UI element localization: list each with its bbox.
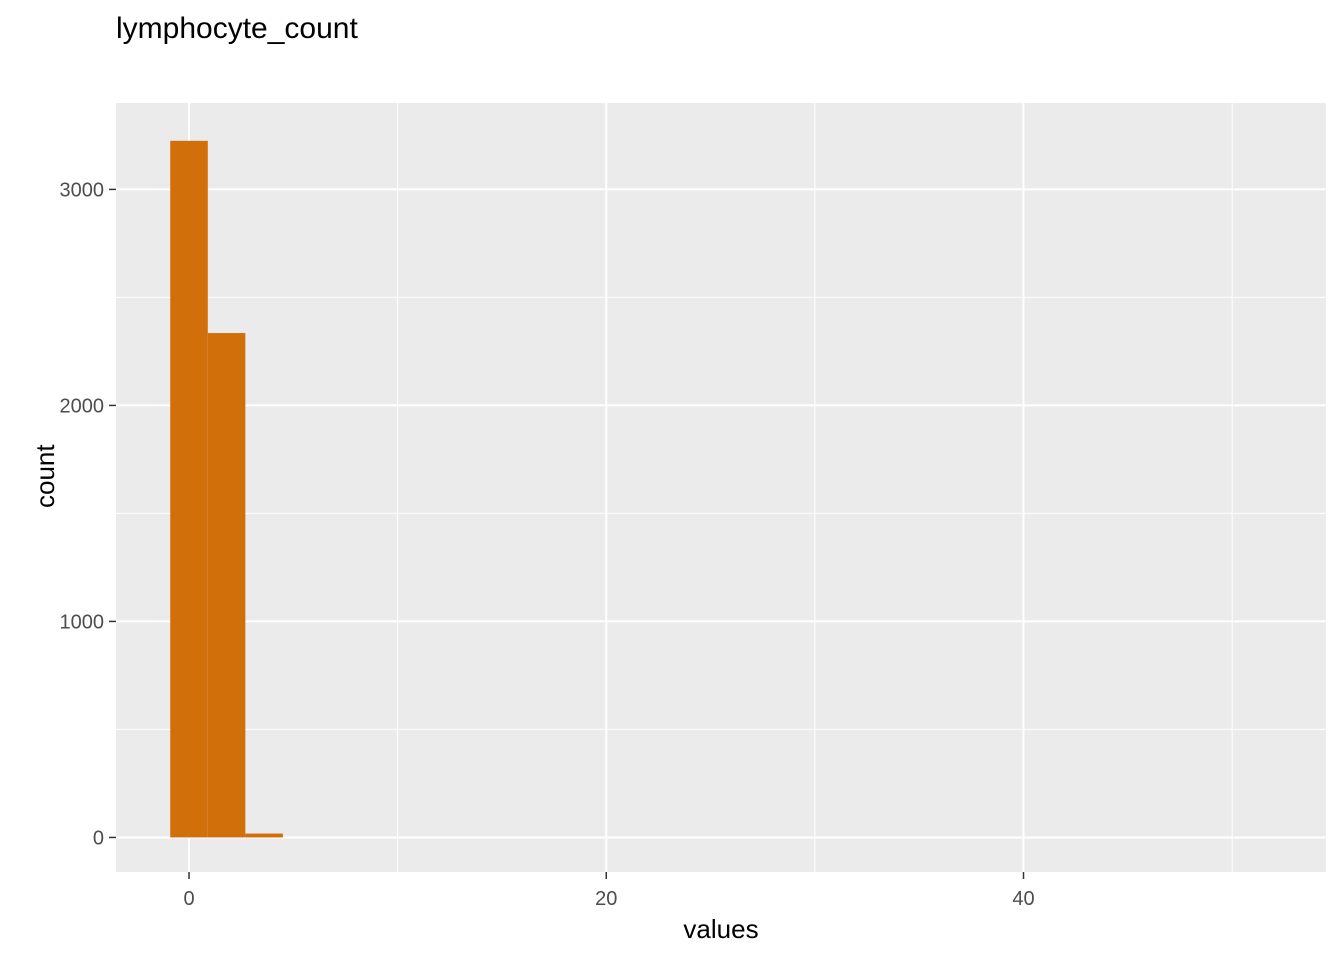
x-axis-label: values [683,914,759,944]
histogram-bars [170,140,283,838]
x-tick-label: 40 [1012,888,1034,910]
histogram-bar [170,140,208,838]
plot-panel [116,103,1326,872]
x-tick-label: 0 [183,888,194,910]
axis-ticks [109,188,1025,879]
chart-title: lymphocyte_count [116,12,358,45]
y-tick-label: 2000 [60,395,105,417]
minor-gridlines [116,103,1326,872]
y-tick-label: 1000 [60,611,105,633]
histogram-bar [245,833,283,838]
y-tick-label: 3000 [60,179,105,201]
tick-labels: 0 20 40 0 1000 2000 3000 [60,179,1035,910]
histogram-bar [207,333,246,838]
y-tick-label: 0 [93,827,104,849]
x-tick-label: 20 [595,888,617,910]
